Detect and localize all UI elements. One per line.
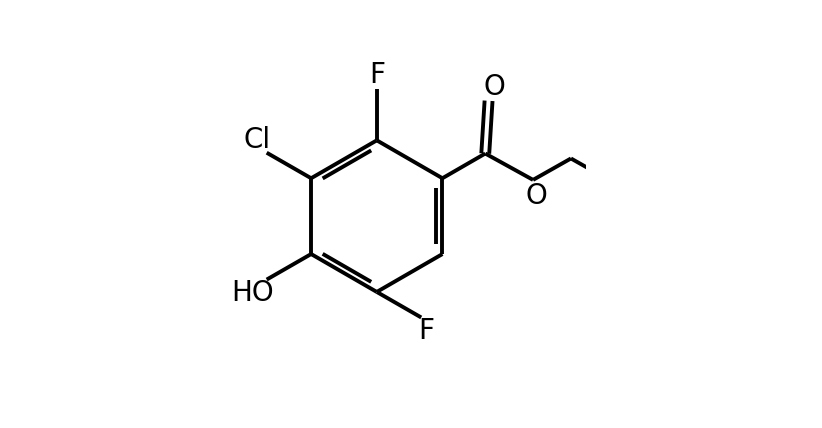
Text: HO: HO (232, 279, 275, 307)
Text: Cl: Cl (244, 126, 271, 154)
Text: F: F (418, 317, 434, 345)
Text: O: O (525, 182, 547, 210)
Text: O: O (483, 73, 506, 101)
Text: F: F (369, 61, 385, 89)
